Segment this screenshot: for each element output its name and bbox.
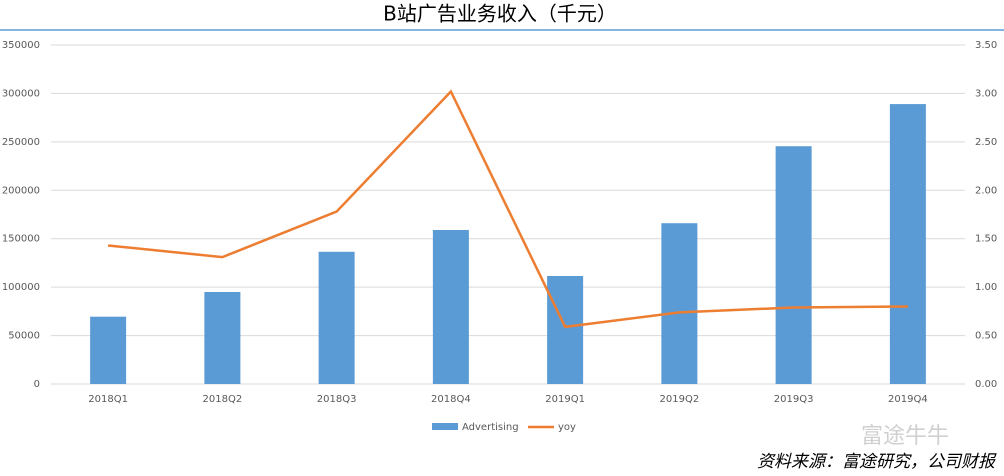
x-tick-label: 2018Q3	[317, 394, 357, 405]
y-tick-label: 50000	[8, 331, 40, 342]
line	[107, 89, 908, 329]
y2-tick-label: 0.00	[975, 379, 997, 390]
bar	[775, 146, 812, 384]
bar	[90, 316, 127, 384]
x-tick-label: 2019Q1	[545, 394, 585, 405]
y2-tick-label: 3.50	[975, 40, 997, 51]
y2-tick-label: 0.50	[975, 331, 997, 342]
y2-tick-label: 1.50	[975, 234, 997, 245]
y-tick-label: 100000	[2, 282, 40, 293]
bar	[318, 251, 355, 384]
chart-title: B站广告业务收入（千元）	[383, 2, 617, 26]
y-tick-label: 200000	[2, 185, 40, 196]
y-tick-label: 150000	[2, 234, 40, 245]
bar	[432, 229, 469, 384]
y-tick-label: 250000	[2, 137, 40, 148]
legend-label: Advertising	[462, 422, 519, 433]
x-tick-label: 2019Q2	[660, 394, 700, 405]
legend-label: yoy	[558, 422, 576, 433]
bar	[889, 104, 926, 384]
y2-tick-label: 1.00	[975, 282, 997, 293]
x-tick-label: 2019Q3	[774, 394, 814, 405]
watermark: 富途牛牛	[861, 424, 949, 449]
y-tick-label: 350000	[2, 40, 40, 51]
y-tick-label: 300000	[2, 88, 40, 99]
bar	[661, 223, 698, 384]
x-tick-label: 2018Q4	[431, 394, 471, 405]
y2-tick-label: 3.00	[975, 88, 997, 99]
legend-swatch	[432, 423, 458, 430]
y2-tick-label: 2.50	[975, 137, 997, 148]
bar	[204, 291, 241, 384]
source-note: 资料来源：富途研究，公司财报	[757, 452, 997, 472]
x-tick-label: 2018Q1	[88, 394, 128, 405]
x-tick-label: 2019Q4	[888, 394, 928, 405]
x-tick-label: 2018Q2	[203, 394, 243, 405]
y2-tick-label: 2.00	[975, 185, 997, 196]
bar	[547, 276, 584, 384]
y-tick-label: 0	[34, 379, 40, 390]
